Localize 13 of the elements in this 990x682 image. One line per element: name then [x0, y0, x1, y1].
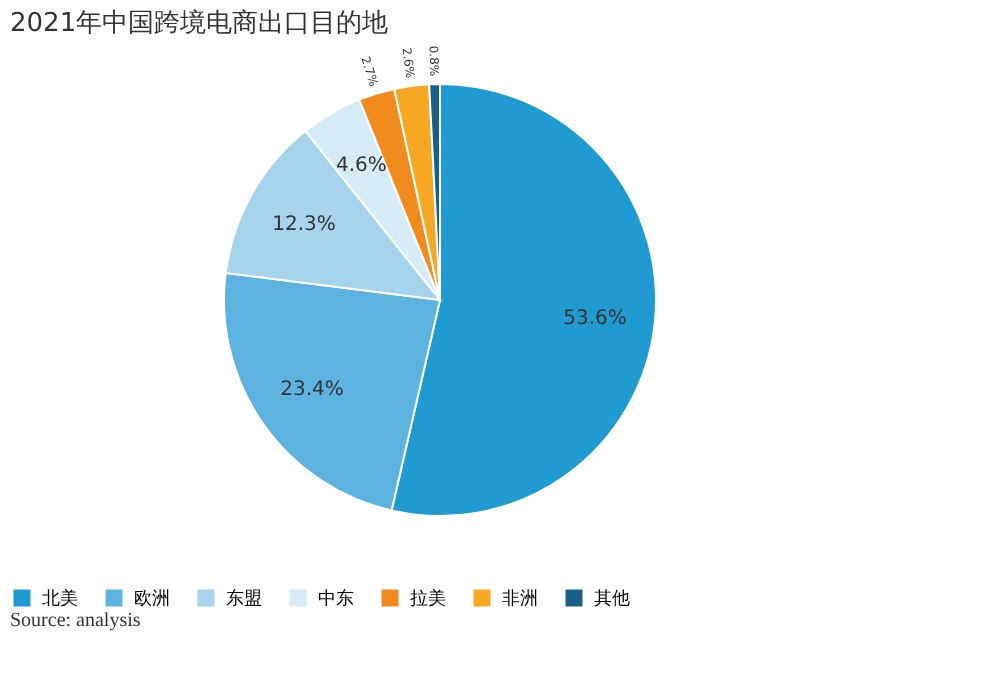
- legend-label: 欧洲: [134, 588, 170, 610]
- source-note: Source: analysis: [10, 610, 141, 632]
- chart-title: 2021年中国跨境电商出口目的地: [10, 7, 389, 40]
- legend-label: 拉美: [410, 588, 446, 610]
- legend-label: 非洲: [502, 588, 538, 610]
- legend-label: 中东: [318, 588, 354, 610]
- legend-label: 其他: [594, 588, 630, 610]
- legend-label: 东盟: [226, 588, 262, 610]
- data-label: 23.4%: [280, 379, 344, 402]
- data-label: 4.6%: [336, 155, 387, 178]
- legend-label: 北美: [42, 588, 78, 610]
- data-label: 12.3%: [272, 213, 336, 236]
- data-label: 53.6%: [563, 307, 627, 330]
